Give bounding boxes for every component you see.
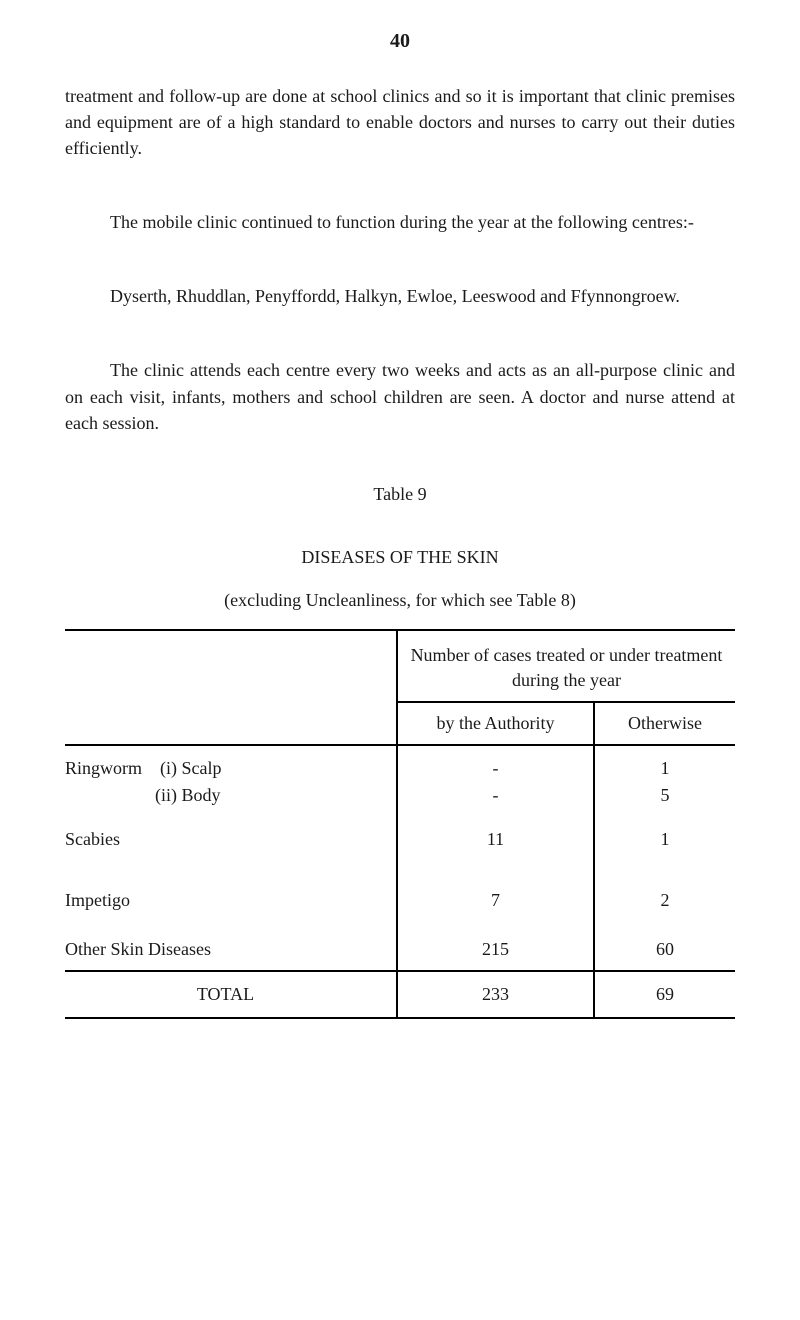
- table-subtitle: (excluding Uncleanliness, for which see …: [65, 590, 735, 611]
- other-diseases-other: 60: [594, 931, 735, 971]
- page-number: 40: [65, 30, 735, 53]
- document-page: 40 treatment and follow-up are done at s…: [0, 0, 800, 1320]
- impetigo-label: Impetigo: [65, 870, 397, 931]
- blank-header-cell-2: [65, 702, 397, 745]
- col-authority-header: by the Authority: [397, 702, 594, 745]
- ringworm-body-other: 5: [594, 782, 735, 809]
- other-diseases-auth: 215: [397, 931, 594, 971]
- table-header-row-2: by the Authority Otherwise: [65, 702, 735, 745]
- total-label: TOTAL: [65, 971, 397, 1018]
- table-row: Other Skin Diseases 215 60: [65, 931, 735, 971]
- paragraph-3: Dyserth, Rhuddlan, Penyffordd, Halkyn, E…: [65, 283, 735, 309]
- scabies-label: Scabies: [65, 809, 397, 870]
- total-other: 69: [594, 971, 735, 1018]
- table-total-row: TOTAL 233 69: [65, 971, 735, 1018]
- paragraph-2: The mobile clinic continued to function …: [65, 209, 735, 235]
- col-otherwise-header: Otherwise: [594, 702, 735, 745]
- ringworm-scalp-other: 1: [594, 745, 735, 782]
- ringworm-scalp-auth: -: [397, 745, 594, 782]
- table-title: DISEASES OF THE SKIN: [65, 547, 735, 568]
- table-row: Ringworm (i) Scalp - 1: [65, 745, 735, 782]
- table-row: Scabies 11 1: [65, 809, 735, 870]
- ringworm-body-auth: -: [397, 782, 594, 809]
- table-row: (ii) Body - 5: [65, 782, 735, 809]
- impetigo-auth: 7: [397, 870, 594, 931]
- scabies-auth: 11: [397, 809, 594, 870]
- total-auth: 233: [397, 971, 594, 1018]
- table-header-row-1: Number of cases treated or under treatme…: [65, 630, 735, 702]
- header-main-cell: Number of cases treated or under treatme…: [397, 630, 735, 702]
- other-diseases-label: Other Skin Diseases: [65, 931, 397, 971]
- blank-header-cell: [65, 630, 397, 702]
- scabies-other: 1: [594, 809, 735, 870]
- paragraph-4: The clinic attends each centre every two…: [65, 357, 735, 435]
- table-label: Table 9: [65, 484, 735, 505]
- ringworm-body-label: (ii) Body: [65, 782, 397, 809]
- ringworm-scalp-label: Ringworm (i) Scalp: [65, 745, 397, 782]
- diseases-table: Number of cases treated or under treatme…: [65, 629, 735, 1020]
- impetigo-other: 2: [594, 870, 735, 931]
- paragraph-1: treatment and follow-up are done at scho…: [65, 83, 735, 161]
- table-row: Impetigo 7 2: [65, 870, 735, 931]
